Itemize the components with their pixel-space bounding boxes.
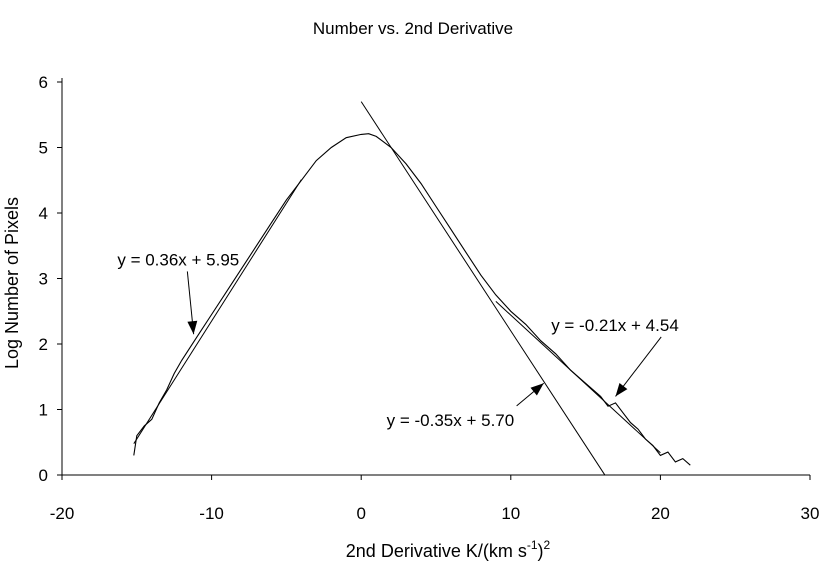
y-tick-label: 3 [39,270,48,289]
annotation-arrowhead [530,383,544,396]
y-tick-label: 2 [39,335,48,354]
x-tick-label: -10 [199,504,224,523]
x-tick-label: 0 [356,504,365,523]
plot-area [133,101,691,476]
annotation-label: y = 0.36x + 5.95 [117,250,239,269]
annotations: y = 0.36x + 5.95 y = -0.21x + 4.54 y = -0.… [117,250,678,429]
x-tick-label: 10 [501,504,520,523]
annotation-label: y = -0.21x + 4.54 [551,316,679,335]
fit-line-3 [495,301,661,454]
x-axis-label: 2nd Derivative K/(km s-1)2 [346,538,551,561]
y-tick-label: 5 [39,139,48,158]
chart-title: Number vs. 2nd Derivative [313,19,513,38]
x-axis-label-sup2: 2 [544,538,551,552]
x-axis-label-sup1: -1 [527,538,538,552]
axes: 0 1 2 3 4 5 6 -20 -10 0 10 20 30 [39,73,820,523]
y-tick-label: 0 [39,466,48,485]
y-axis-label: Log Number of Pixels [2,197,22,369]
x-tick-label: 30 [801,504,820,523]
y-tick-label: 1 [39,401,48,420]
x-axis-label-close: ) [538,541,544,561]
x-tick-label: -20 [50,504,75,523]
fit-line-1 [133,179,302,444]
x-tick-label: 20 [651,504,670,523]
annotation-arrowhead [615,383,628,397]
x-axis-label-main: 2nd Derivative K/(km s [346,541,527,561]
annotation-arrowhead [187,320,198,335]
y-tick-label: 4 [39,204,48,223]
y-tick-label: 6 [39,73,48,92]
fit-line-2 [360,101,606,476]
data-series-line [133,133,691,466]
annotation-label: y = -0.35x + 5.70 [387,411,515,430]
